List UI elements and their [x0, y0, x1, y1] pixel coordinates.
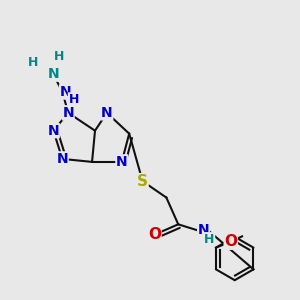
- Text: O: O: [148, 227, 161, 242]
- Text: N: N: [56, 152, 68, 166]
- Text: H: H: [27, 56, 38, 69]
- Text: N: N: [101, 106, 113, 120]
- Text: H: H: [68, 93, 79, 106]
- Text: N: N: [59, 85, 71, 99]
- Text: H: H: [54, 50, 64, 64]
- Text: N: N: [62, 106, 74, 120]
- Text: N: N: [48, 124, 59, 138]
- Text: N: N: [198, 223, 209, 237]
- Text: N: N: [116, 155, 128, 169]
- Text: O: O: [224, 234, 237, 249]
- Text: N: N: [48, 67, 59, 81]
- Text: H: H: [204, 233, 214, 246]
- Text: S: S: [137, 174, 148, 189]
